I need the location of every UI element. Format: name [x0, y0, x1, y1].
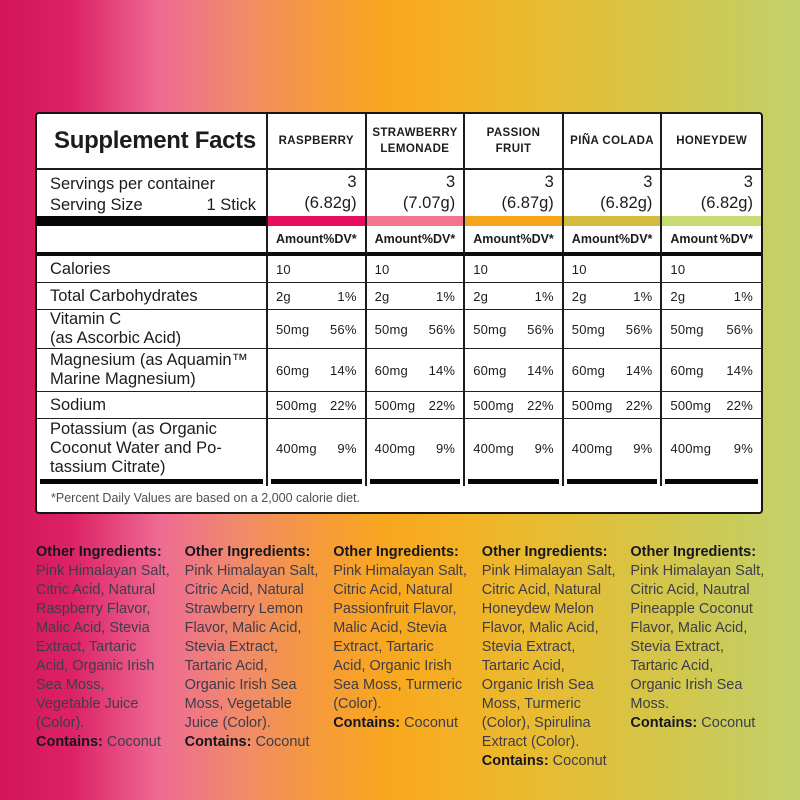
value-cell: 2g 1%: [268, 283, 367, 310]
serving-size-label: Serving Size: [50, 196, 143, 215]
contains-line: Contains: Coconut: [184, 734, 310, 750]
value-cell: 60mg 14%: [662, 349, 761, 392]
ingredients-body: Pink Himalayan Salt, Citric Acid, Natura…: [481, 563, 616, 750]
supplement-facts-card: Supplement Facts RASPBERRY STRAWBERRY LE…: [35, 112, 763, 514]
value-cell: 60mg 14%: [366, 349, 466, 392]
value-cell: 400mg 9%: [367, 419, 466, 478]
value-cell: 10: [563, 256, 663, 283]
daily-value-footnote: *Percent Daily Values are based on a 2,0…: [51, 491, 360, 505]
servings-cell: 3 (6.87g): [465, 170, 564, 216]
other-ingredients-heading: Other Ingredients:: [481, 544, 608, 560]
flavor-header-strawberry-lemonade: STRAWBERRY LEMONADE: [366, 114, 466, 170]
value-cell: 500mg 22%: [465, 392, 564, 419]
serving-info-label: Servings per container Serving Size 1 St…: [37, 170, 268, 216]
contains-line: Contains: Coconut: [333, 715, 459, 731]
supplement-facts-table: Supplement Facts RASPBERRY STRAWBERRY LE…: [37, 114, 761, 486]
bottom-bar: [465, 478, 564, 486]
contains-line: Contains: Coconut: [36, 734, 161, 750]
nutrient-label-vitamin-c: Vitamin C (as Ascorbic Acid): [37, 310, 268, 349]
bottom-bar: [367, 478, 466, 486]
value-cell: 500mg 22%: [268, 392, 367, 419]
servings-cell: 3 (6.82g): [564, 170, 663, 216]
value-cell: 50mg 56%: [465, 310, 564, 349]
value-cell: 50mg 56%: [268, 310, 367, 349]
other-ingredients-heading: Other Ingredients:: [184, 544, 311, 560]
value-cell: 2g 1%: [465, 283, 564, 310]
ingredients-honeydew-column: Other Ingredients: Pink Himalayan Salt, C…: [630, 543, 766, 771]
other-ingredients-heading: Other Ingredients:: [630, 544, 757, 560]
value-cell: 10: [662, 256, 761, 283]
value-cell: 10: [366, 256, 466, 283]
contains-line: Contains: Coconut: [481, 753, 607, 769]
value-cell: 400mg 9%: [268, 419, 367, 478]
amount-header-spacer: [37, 226, 268, 256]
flavor-header-passion-fruit: PASSION FRUIT: [465, 114, 564, 170]
ingredients-body: Pink Himalayan Salt, Citric Acid, Natura…: [184, 563, 319, 731]
flavor-bar-passion-fruit: [465, 216, 564, 226]
flavor-bar-honeydew: [662, 216, 761, 226]
nutrient-label-total-carbohydrates: Total Carbohydrates: [37, 283, 268, 310]
value-cell: 400mg 9%: [465, 419, 564, 478]
value-cell: 2g 1%: [662, 283, 761, 310]
table-title: Supplement Facts: [37, 114, 268, 170]
amount-dv-header: Amount %DV*: [465, 226, 564, 256]
other-ingredients-heading: Other Ingredients:: [333, 544, 459, 560]
flavor-header-raspberry: RASPBERRY: [268, 114, 367, 170]
value-cell: 60mg 14%: [563, 349, 663, 392]
ingredients-body: Pink Himalayan Salt, Citric Acid, Natura…: [36, 563, 170, 731]
other-ingredients-heading: Other Ingredients:: [36, 544, 162, 560]
servings-cell: 3 (7.07g): [367, 170, 466, 216]
value-cell: 2g 1%: [366, 283, 466, 310]
flavor-bar-strawberry-lemonade: [366, 216, 466, 226]
value-cell: 50mg 56%: [662, 310, 761, 349]
other-ingredients-section: Other Ingredients: Pink Himalayan Salt, C…: [36, 543, 766, 771]
flavor-bar-pina-colada: [563, 216, 663, 226]
value-cell: 500mg 22%: [662, 392, 761, 419]
value-cell: 500mg 22%: [563, 392, 663, 419]
nutrient-label-calories: Calories: [37, 256, 268, 283]
servings-cell: 3 (6.82g): [268, 170, 367, 216]
amount-dv-header: Amount %DV*: [268, 226, 367, 256]
value-cell: 2g 1%: [563, 283, 663, 310]
value-cell: 60mg 14%: [268, 349, 367, 392]
flavor-header-pina-colada: PIÑA COLADA: [563, 114, 663, 170]
label-column-bar: [37, 216, 268, 226]
amount-dv-header: Amount %DV*: [563, 226, 663, 256]
value-cell: 10: [465, 256, 564, 283]
nutrient-label-magnesium: Magnesium (as Aquamin™ Marine Magnesium): [37, 349, 268, 392]
value-cell: 10: [268, 256, 367, 283]
value-cell: 60mg 14%: [465, 349, 564, 392]
contains-line: Contains: Coconut: [630, 715, 756, 731]
amount-dv-header: Amount %DV*: [366, 226, 466, 256]
ingredients-raspberry: Other Ingredients: Pink Himalayan Salt, C…: [36, 543, 172, 771]
serving-size-value: 1 Stick: [206, 196, 256, 215]
nutrient-label-potassium: Potassium (as Organic Coconut Water and P…: [37, 419, 268, 478]
flavor-header-honeydew: HONEYDEW: [662, 114, 761, 170]
flavor-bar-raspberry: [268, 216, 367, 226]
value-cell: 400mg 9%: [564, 419, 663, 478]
bottom-bar: [37, 478, 268, 486]
value-cell: 400mg 9%: [670, 441, 753, 456]
ingredients-pina-colada-column: Other Ingredients: Pink Himalayan Salt, C…: [482, 543, 618, 771]
nutrient-label-sodium: Sodium: [37, 392, 268, 419]
value-cell: 50mg 56%: [366, 310, 466, 349]
value-cell: 50mg 56%: [563, 310, 663, 349]
bottom-bar: [268, 478, 367, 486]
ingredients-body: Pink Himalayan Salt, Citric Acid, Nautra…: [630, 563, 765, 712]
ingredients-body: Pink Himalayan Salt, Citric Acid, Natura…: [333, 563, 467, 712]
ingredients-strawberry-lemonade: Other Ingredients: Pink Himalayan Salt, C…: [185, 543, 321, 771]
value-cell: 500mg 22%: [366, 392, 466, 419]
servings-cell: 3 (6.82g): [700, 173, 753, 212]
bottom-bar: [564, 478, 663, 486]
amount-dv-header: Amount %DV*: [662, 226, 761, 256]
ingredients-passion-fruit: Other Ingredients: Pink Himalayan Salt, C…: [333, 543, 469, 771]
servings-per-container-label: Servings per container: [50, 175, 216, 193]
bottom-bar: [662, 478, 761, 486]
